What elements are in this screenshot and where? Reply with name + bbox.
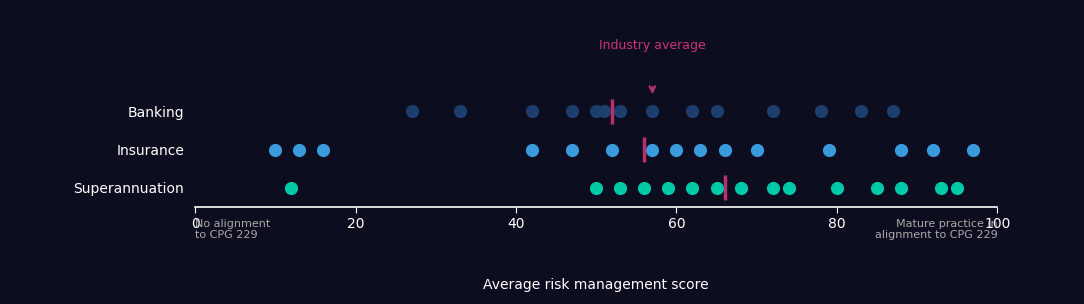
Point <box>780 185 798 190</box>
Point <box>660 185 678 190</box>
Point <box>403 109 421 114</box>
Point <box>604 147 621 152</box>
Point <box>708 109 725 114</box>
Point <box>635 185 653 190</box>
Point <box>868 185 886 190</box>
Text: No alignment
to CPG 229: No alignment to CPG 229 <box>195 219 270 240</box>
Point <box>892 185 909 190</box>
Point <box>314 147 332 152</box>
Point <box>925 147 942 152</box>
Point <box>684 109 701 114</box>
Point <box>588 109 605 114</box>
Text: Mature practice in
alignment to CPG 229: Mature practice in alignment to CPG 229 <box>875 219 997 240</box>
Point <box>524 109 541 114</box>
Text: Industry average: Industry average <box>599 39 706 52</box>
Point <box>715 147 733 152</box>
Point <box>828 185 846 190</box>
Point <box>283 185 300 190</box>
Point <box>644 109 661 114</box>
Point <box>595 109 612 114</box>
Point <box>948 185 966 190</box>
Point <box>588 185 605 190</box>
Point <box>812 109 829 114</box>
Point <box>524 147 541 152</box>
Point <box>764 185 782 190</box>
Point <box>611 109 629 114</box>
Point <box>291 147 308 152</box>
Point <box>885 109 902 114</box>
Point <box>932 185 950 190</box>
Point <box>644 147 661 152</box>
Point <box>668 147 685 152</box>
Point <box>821 147 838 152</box>
Point <box>892 147 909 152</box>
Point <box>708 185 725 190</box>
Point <box>267 147 284 152</box>
Point <box>684 185 701 190</box>
Point <box>564 147 581 152</box>
Text: Average risk management score: Average risk management score <box>483 278 709 292</box>
Point <box>564 109 581 114</box>
Point <box>965 147 982 152</box>
Point <box>692 147 709 152</box>
Point <box>451 109 468 114</box>
Point <box>852 109 869 114</box>
Point <box>611 185 629 190</box>
Point <box>764 109 782 114</box>
Point <box>732 185 749 190</box>
Point <box>748 147 765 152</box>
